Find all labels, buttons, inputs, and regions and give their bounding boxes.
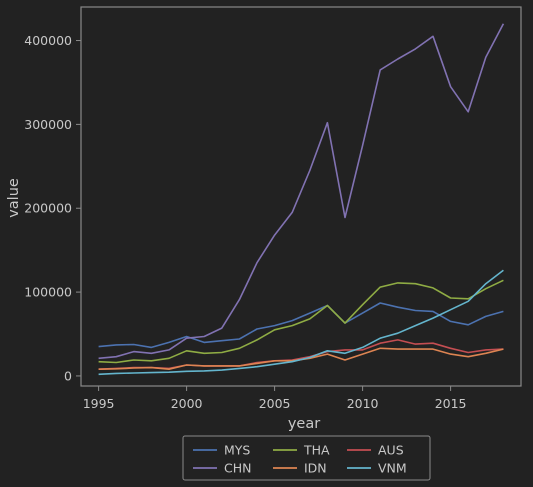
- x-tick-label: 2015: [435, 396, 467, 411]
- series-line-mys: [98, 302, 504, 349]
- legend-label-idn: IDN: [304, 461, 327, 476]
- legend: MYS THA AUS CHN IDN VNM: [182, 435, 431, 481]
- x-tick-label: 2010: [347, 396, 379, 411]
- series-line-chn: [98, 23, 505, 360]
- legend-box: [182, 435, 431, 481]
- y-axis-label: value: [6, 178, 22, 218]
- series-line-vnm: [98, 269, 504, 376]
- series-lines: [98, 23, 505, 376]
- y-tick-label: 300000: [24, 117, 72, 132]
- y-tick-label: 0: [64, 368, 72, 383]
- x-axis: 1995 2000 2005 2010 2015: [83, 386, 467, 411]
- x-tick-label: 2000: [171, 396, 203, 411]
- x-axis-label: year: [288, 416, 320, 432]
- series-line-tha: [98, 279, 504, 364]
- y-tick-label: 400000: [24, 33, 72, 48]
- y-tick-label: 100000: [24, 285, 72, 300]
- y-tick-label: 200000: [24, 201, 72, 216]
- legend-label-mys: MYS: [224, 443, 250, 458]
- plot-area: [80, 6, 522, 387]
- legend-label-vnm: VNM: [378, 461, 407, 476]
- legend-label-aus: AUS: [378, 443, 404, 458]
- legend-label-chn: CHN: [224, 461, 251, 476]
- x-tick-label: 2005: [259, 396, 291, 411]
- y-axis: 0 100000 200000 300000 400000: [24, 33, 81, 383]
- x-tick-label: 1995: [83, 396, 115, 411]
- legend-label-tha: THA: [303, 443, 330, 458]
